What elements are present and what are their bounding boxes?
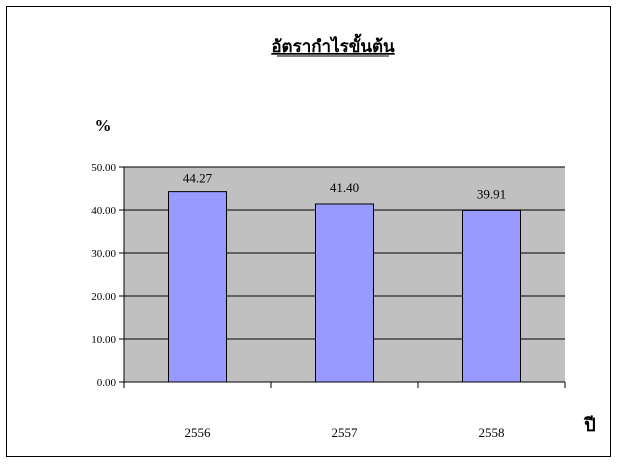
chart-title: อัตรากำไรขั้นต้น	[271, 33, 395, 56]
bar	[315, 203, 374, 383]
y-tick-labels: 0.00 10.00 20.00 30.00 40.00 50.00	[91, 162, 116, 389]
axes	[119, 166, 566, 388]
y-tick-label: 40.00	[91, 205, 116, 217]
x-tick-label: 2557	[332, 425, 359, 440]
x-tick-label: 2556	[185, 425, 212, 440]
bar	[168, 191, 227, 383]
bar	[462, 209, 521, 383]
y-tick-label: 20.00	[91, 291, 116, 303]
y-tick-label: 30.00	[91, 248, 116, 260]
x-axis-label: ปี	[583, 415, 596, 435]
bars	[168, 191, 521, 383]
x-tick-label: 2558	[479, 425, 505, 440]
y-tick-label: 10.00	[91, 334, 116, 346]
data-labels: 44.27 41.40 39.91	[183, 171, 506, 202]
y-tick-label: 50.00	[91, 162, 116, 174]
y-tick-label: 0.00	[97, 377, 117, 389]
data-label: 39.91	[477, 186, 506, 201]
y-axis-label: %	[95, 116, 112, 135]
data-label: 44.27	[183, 171, 213, 186]
x-tick-labels: 2556 2557 2558	[185, 425, 505, 440]
data-label: 41.40	[330, 180, 359, 195]
